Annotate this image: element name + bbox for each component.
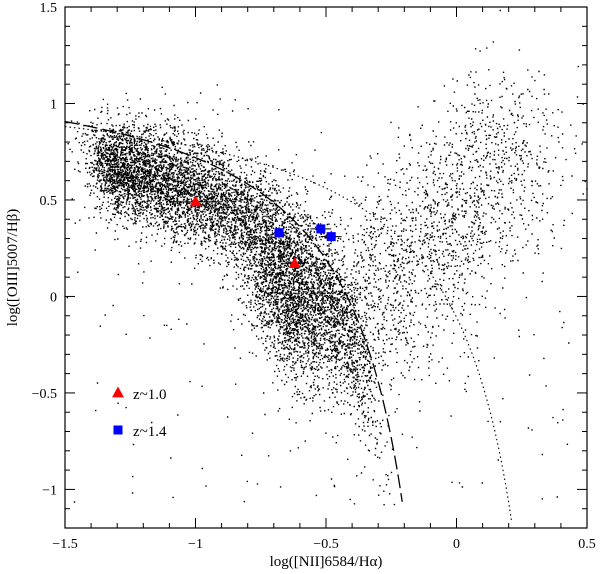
blue-square-point [326, 232, 336, 242]
y-tick-label: 0 [50, 290, 57, 305]
dashed-demarcation-curve [64, 120, 403, 502]
y-tick-label: −1 [42, 483, 57, 498]
x-tick-label: −1 [188, 537, 203, 552]
legend-label-1: z~1.4 [133, 424, 167, 440]
red-triangle-point [189, 195, 202, 207]
x-tick-label: −0.5 [313, 537, 338, 552]
red-triangle-point [288, 257, 301, 268]
axis-ticks [64, 6, 588, 529]
x-tick-label: −1.5 [52, 537, 77, 552]
legend: z~1.0 z~1.4 [112, 386, 167, 440]
y-axis-label: log([OIII]5007/Hβ) [5, 209, 21, 327]
blue-square-point [316, 224, 326, 234]
y-tick-label: −0.5 [32, 387, 57, 402]
legend-square-icon [113, 425, 123, 435]
blue-square-point [274, 228, 284, 238]
x-axis-label: log([NII]6584/Hα) [270, 554, 383, 570]
plot-frame [64, 6, 588, 529]
x-tick-label: 0.5 [578, 537, 596, 552]
legend-label-0: z~1.0 [133, 387, 167, 403]
y-tick-label: 0.5 [40, 194, 58, 209]
y-tick-label: 1.5 [40, 1, 58, 16]
demarcation-curves [64, 120, 513, 524]
legend-triangle-icon [112, 386, 124, 398]
x-tick-label: 0 [453, 537, 460, 552]
axis-tick-labels: −1.5 −1 −0.5 0 0.5 −1 −0.5 0 0.5 1 1.5 [32, 1, 596, 552]
y-tick-label: 1 [50, 97, 57, 112]
highlighted-series [169, 195, 342, 270]
